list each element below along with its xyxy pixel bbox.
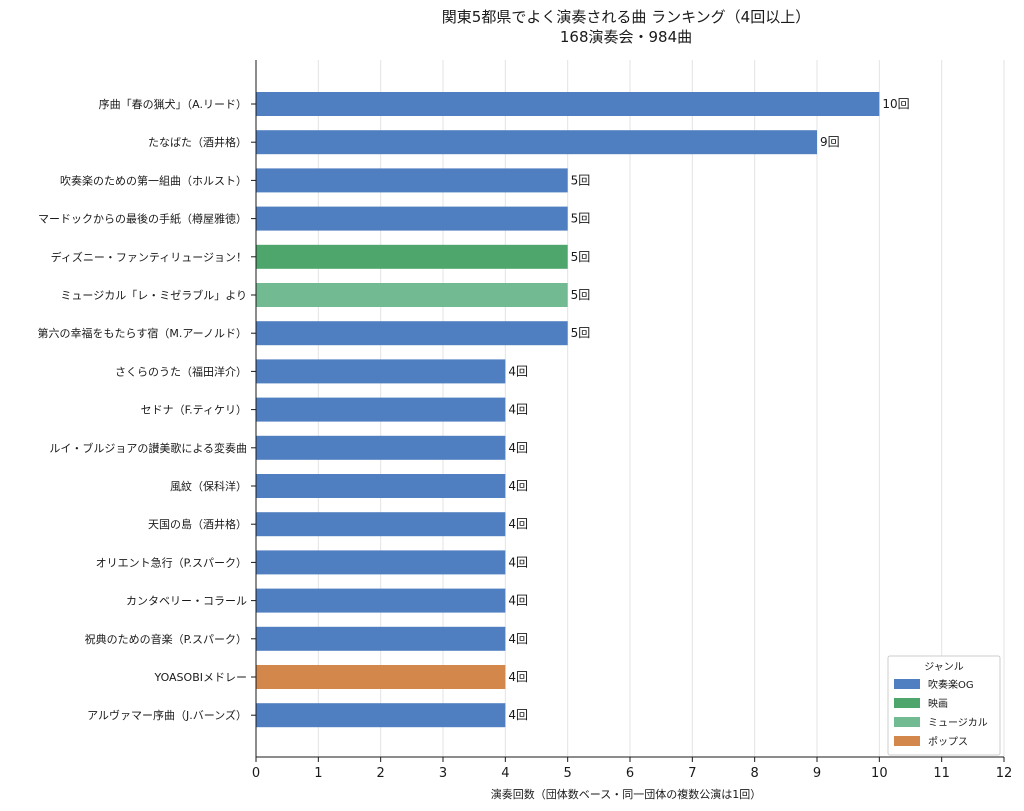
bar — [256, 512, 506, 537]
bar — [256, 397, 506, 422]
category-label: たなばた（酒井格） — [148, 135, 247, 149]
data-label: 4回 — [508, 403, 528, 417]
legend-title: ジャンル — [924, 662, 964, 673]
x-tick-label: 0 — [252, 766, 260, 781]
category-label: 第六の幸福をもたらす宿（M.アーノルド） — [38, 326, 247, 340]
bar — [256, 168, 568, 193]
bar — [256, 626, 506, 651]
data-label: 4回 — [508, 632, 528, 646]
x-tick-label: 2 — [377, 766, 385, 781]
category-label: さくらのうた（福田洋介） — [115, 364, 247, 378]
x-tick-label: 11 — [933, 766, 950, 781]
category-label: マードックからの最後の手紙（樽屋雅徳） — [38, 212, 247, 226]
bar — [256, 435, 506, 460]
bar — [256, 474, 506, 498]
legend-entry: 映画 — [928, 698, 948, 710]
x-tick-label: 1 — [314, 766, 322, 781]
bar — [256, 244, 568, 269]
bar — [256, 588, 506, 613]
legend-swatch — [894, 717, 920, 727]
category-label: ディズニー・ファンティリュージョン！ — [51, 250, 247, 264]
legend-swatch — [894, 736, 920, 746]
category-label: 吹奏楽のための第一組曲（ホルスト） — [60, 173, 247, 187]
data-label: 4回 — [508, 441, 528, 455]
data-label: 4回 — [508, 479, 528, 493]
data-label: 5回 — [571, 326, 591, 340]
category-label: ミュージカル「レ・ミゼラブル」より — [60, 288, 247, 302]
legend-entry: ミュージカル — [928, 717, 988, 729]
data-label: 10回 — [882, 97, 909, 111]
bar — [256, 130, 817, 155]
data-label: 4回 — [508, 594, 528, 608]
data-label: 5回 — [571, 250, 591, 264]
data-label: 4回 — [508, 555, 528, 569]
bar — [256, 92, 880, 116]
category-label: ルイ・ブルジョアの讃美歌による変奏曲 — [49, 441, 247, 455]
legend-entry: 吹奏楽OG — [928, 678, 974, 691]
category-label: YOASOBIメドレー — [153, 671, 247, 684]
category-label: カンタベリー・コラール — [126, 595, 247, 608]
bar — [256, 283, 568, 307]
x-tick-label: 10 — [871, 766, 888, 781]
bar — [256, 550, 506, 575]
x-tick-label: 9 — [813, 766, 821, 781]
data-label: 5回 — [571, 288, 591, 302]
bar — [256, 665, 506, 689]
x-tick-label: 5 — [564, 766, 572, 781]
chart-subtitle: 168演奏会・984曲 — [560, 28, 692, 46]
bar — [256, 359, 506, 384]
x-tick-label: 7 — [688, 766, 696, 781]
category-label: 序曲「春の猟犬」（A.リード） — [99, 97, 247, 111]
category-label: 天国の島（酒井格） — [148, 517, 247, 531]
category-label: アルヴァマー序曲（J.バーンズ） — [87, 708, 247, 722]
legend-entry: ポップス — [928, 736, 968, 748]
data-label: 4回 — [508, 708, 528, 722]
x-tick-label: 12 — [996, 766, 1013, 781]
category-label: 風紋（保科洋） — [170, 479, 247, 493]
x-tick-label: 4 — [501, 766, 509, 781]
axes: 0 1 2 3 4 5 6 7 8 9 10 11 12 — [251, 60, 1012, 781]
data-label: 5回 — [571, 212, 591, 226]
bar — [256, 321, 568, 346]
category-label: セドナ（F.ティケリ） — [141, 404, 247, 417]
x-tick-label: 6 — [626, 766, 634, 781]
bar — [256, 703, 506, 728]
x-tick-label: 3 — [439, 766, 447, 781]
data-label: 4回 — [508, 364, 528, 378]
legend-swatch — [894, 679, 920, 689]
x-axis-label: 演奏回数（団体数ベース・同一団体の複数公演は1回） — [491, 787, 761, 801]
chart-title: 関東5都県でよく演奏される曲 ランキング（4回以上） — [442, 8, 810, 26]
category-label: オリエント急行（P.スパーク） — [96, 555, 247, 569]
data-label: 4回 — [508, 517, 528, 531]
legend-swatch — [894, 698, 920, 708]
data-label: 4回 — [508, 670, 528, 684]
category-label: 祝典のための音楽（P.スパーク） — [85, 632, 247, 646]
bar — [256, 206, 568, 231]
bars — [256, 92, 880, 728]
data-label: 5回 — [571, 173, 591, 187]
data-label: 9回 — [820, 135, 840, 149]
x-tick-label: 8 — [751, 766, 759, 781]
